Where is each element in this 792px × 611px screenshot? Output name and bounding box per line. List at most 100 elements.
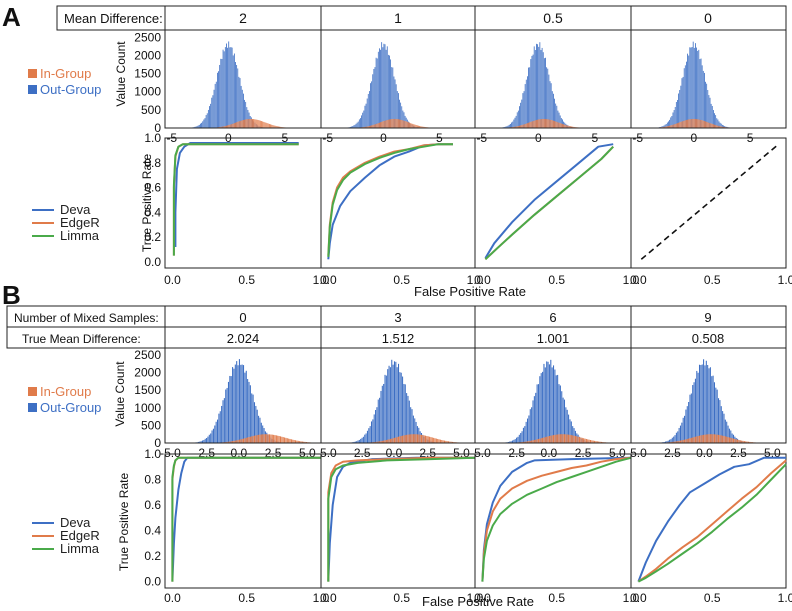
- out-group-bar: [523, 91, 525, 128]
- in-group-bar: [705, 121, 706, 128]
- out-group-bar: [558, 112, 560, 128]
- in-group-bar: [303, 441, 305, 443]
- in-group-bar: [290, 439, 292, 443]
- in-group-bar: [422, 435, 424, 443]
- in-group-bar: [262, 121, 264, 128]
- out-group-bar: [545, 57, 546, 128]
- out-group-bar: [395, 84, 397, 128]
- in-group-bar: [548, 119, 550, 128]
- mean-difference-label: Mean Difference:: [64, 11, 163, 26]
- in-group-bar: [412, 434, 414, 443]
- out-group-bar: [411, 409, 413, 443]
- A-hist-ytick-label: 1500: [134, 67, 161, 81]
- out-group-bar: [259, 417, 261, 443]
- in-group-bar: [400, 119, 402, 128]
- out-group-bar: [551, 91, 553, 128]
- in-group-bar: [381, 121, 383, 128]
- in-group-bar: [599, 441, 601, 443]
- out-group-bar: [531, 407, 533, 443]
- in-group-bar: [548, 436, 550, 443]
- B-hist-xtick-label: -2.5: [660, 446, 681, 460]
- out-group-bar: [708, 95, 710, 128]
- B-hist-xtick-label: 2.5: [419, 446, 436, 460]
- out-group-bar: [536, 384, 538, 443]
- in-group-bar: [281, 436, 283, 443]
- in-group-bar: [433, 437, 435, 443]
- in-group-bar: [679, 440, 682, 443]
- out-group-bar: [698, 49, 700, 128]
- in-group-bar: [257, 119, 259, 128]
- in-group-bar: [425, 435, 427, 443]
- in-group-bar: [420, 434, 423, 443]
- in-group-bar: [412, 123, 414, 128]
- in-group-bar: [379, 441, 381, 443]
- in-group-bar: [248, 118, 250, 128]
- in-group-bar: [292, 439, 294, 443]
- A-hist-ytick-label: 500: [141, 103, 161, 117]
- in-group-bar: [692, 437, 694, 443]
- in-group-bar: [250, 118, 252, 128]
- in-group-bar: [405, 121, 407, 128]
- in-group-bar: [714, 124, 715, 128]
- out-group-legend-label: Out-Group: [40, 82, 101, 97]
- out-group-bar: [211, 97, 213, 128]
- in-group-bar: [581, 437, 583, 443]
- mixed-samples-value: 6: [549, 310, 556, 325]
- A-roc-xtick-label: 0.5: [548, 273, 565, 287]
- out-group-bar: [717, 119, 719, 128]
- out-group-bar: [352, 126, 354, 128]
- in-group-bar: [370, 125, 371, 128]
- in-group-bar: [246, 119, 248, 128]
- in-group-bar: [418, 125, 419, 128]
- out-group-bar: [217, 419, 219, 443]
- in-group-bar: [720, 435, 722, 443]
- mean-difference-value: 1: [394, 10, 402, 26]
- out-group-bar: [507, 441, 509, 443]
- in-group-bar: [665, 126, 667, 128]
- in-group-bar: [693, 437, 695, 443]
- in-group-bar: [296, 440, 298, 443]
- out-group-bar: [362, 436, 364, 443]
- in-group-bar: [580, 437, 582, 443]
- out-group-bar: [258, 415, 260, 443]
- in-group-bar: [707, 122, 709, 128]
- out-group-bar: [514, 439, 516, 443]
- in-group-bar: [527, 123, 528, 128]
- in-group-bar: [238, 439, 240, 443]
- in-group-bar: [248, 437, 250, 443]
- out-group-bar: [214, 425, 216, 443]
- in-group-bar: [724, 436, 726, 443]
- in-group-bar: [670, 125, 672, 128]
- in-group-bar: [743, 441, 745, 443]
- out-group-bar: [706, 83, 708, 128]
- out-group-bar: [557, 110, 559, 128]
- in-group-bar: [682, 121, 684, 128]
- out-group-bar: [390, 59, 392, 128]
- deva-roc-line: [327, 143, 453, 260]
- B-roc-xtick-label: 0.5: [393, 591, 410, 605]
- in-group-bar: [371, 125, 373, 128]
- B-hist-xtick-label: -2.5: [504, 446, 525, 460]
- in-group-bar: [244, 438, 246, 443]
- out-group-bar: [229, 47, 231, 128]
- out-group-bar: [539, 376, 541, 443]
- in-group-bar: [270, 434, 272, 443]
- A-hist-panel-frame: [630, 29, 787, 129]
- out-group-bar: [414, 418, 416, 443]
- in-group-bar: [415, 125, 417, 128]
- out-group-bar: [556, 105, 558, 128]
- in-group-bar: [695, 118, 696, 128]
- in-group-bar: [691, 118, 693, 128]
- in-group-bar: [520, 125, 522, 128]
- out-group-bar: [377, 399, 379, 443]
- out-group-bar: [212, 95, 214, 128]
- out-group-bar: [520, 433, 522, 443]
- out-group-bar: [664, 441, 667, 443]
- out-group-bar: [562, 397, 564, 443]
- out-group-bar: [703, 359, 705, 443]
- out-group-bar: [218, 71, 219, 128]
- out-group-bar: [368, 428, 370, 443]
- in-group-bar: [563, 434, 566, 443]
- in-group-bar: [723, 126, 724, 128]
